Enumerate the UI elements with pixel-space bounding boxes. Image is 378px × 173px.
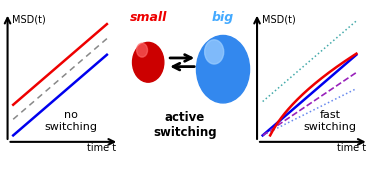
Text: fast
switching: fast switching [304, 110, 356, 132]
Circle shape [133, 42, 164, 82]
Text: no
switching: no switching [45, 110, 98, 132]
Text: active
switching: active switching [153, 111, 217, 139]
Text: time t: time t [337, 143, 366, 153]
Circle shape [136, 43, 147, 57]
Text: MSD(t): MSD(t) [12, 14, 46, 24]
Text: time t: time t [87, 143, 116, 153]
Circle shape [197, 35, 249, 103]
Text: small: small [130, 11, 167, 24]
Text: big: big [212, 11, 234, 24]
Circle shape [204, 40, 224, 64]
Text: MSD(t): MSD(t) [262, 14, 296, 24]
